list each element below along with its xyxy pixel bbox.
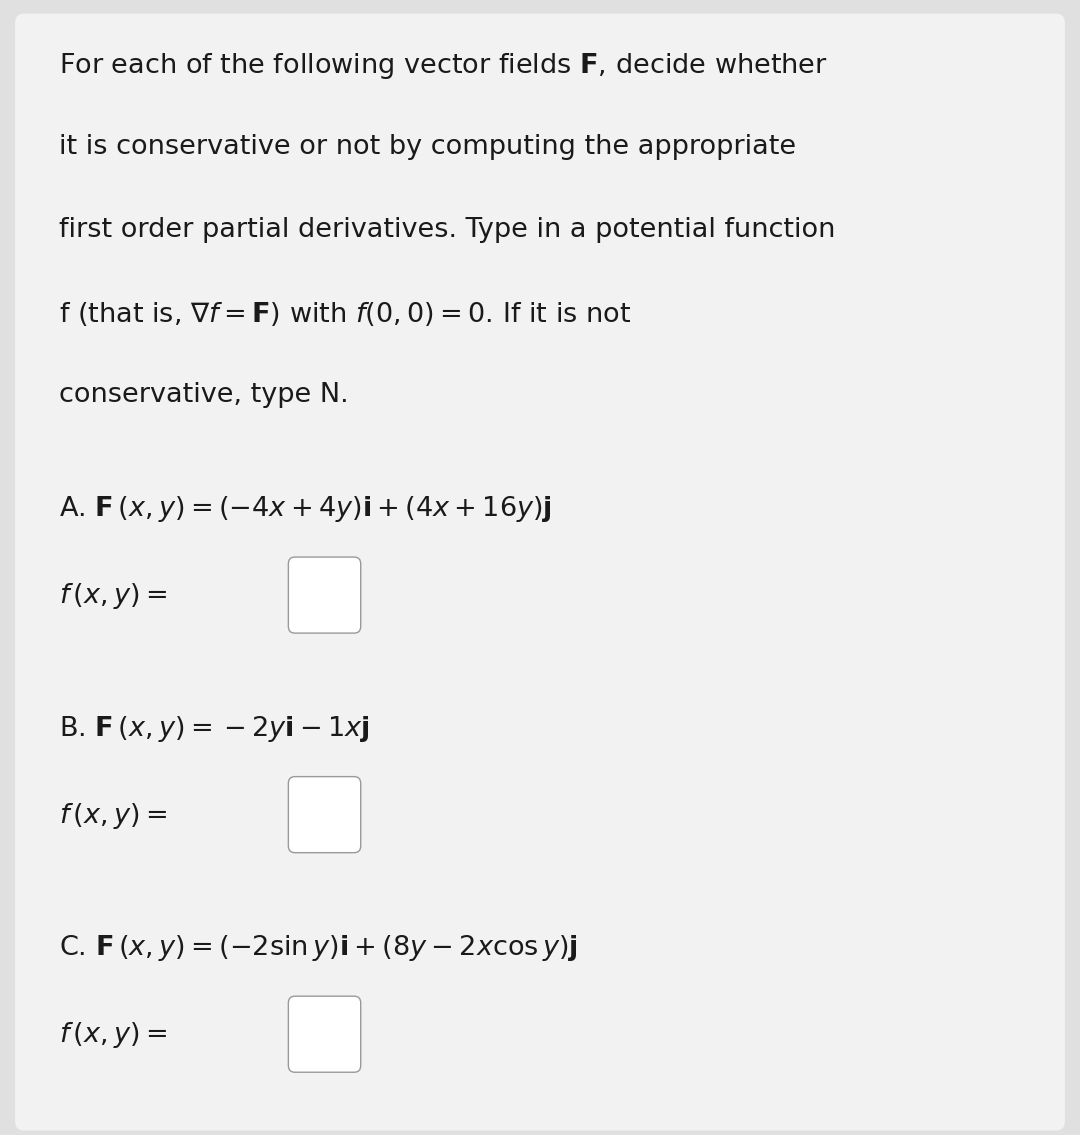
- FancyBboxPatch shape: [15, 14, 1065, 1130]
- FancyBboxPatch shape: [288, 997, 361, 1073]
- Text: For each of the following vector fields $\mathbf{F}$, decide whether: For each of the following vector fields …: [59, 51, 828, 81]
- FancyBboxPatch shape: [288, 557, 361, 633]
- Text: C. $\mathbf{F}\,(x, y) = (-2\sin y)\mathbf{i} + (8y - 2x\cos y)\mathbf{j}$: C. $\mathbf{F}\,(x, y) = (-2\sin y)\math…: [59, 933, 578, 964]
- Text: A. $\mathbf{F}\,(x, y) = (-4x + 4y)\mathbf{i} + (4x + 16y)\mathbf{j}$: A. $\mathbf{F}\,(x, y) = (-4x + 4y)\math…: [59, 495, 552, 524]
- Text: first order partial derivatives. Type in a potential function: first order partial derivatives. Type in…: [59, 217, 836, 243]
- Text: B. $\mathbf{F}\,(x, y) = -2y\mathbf{i} - 1x\mathbf{j}$: B. $\mathbf{F}\,(x, y) = -2y\mathbf{i} -…: [59, 714, 370, 743]
- Text: conservative, type N.: conservative, type N.: [59, 382, 349, 409]
- Text: $f\,(x, y) =$: $f\,(x, y) =$: [59, 1020, 167, 1051]
- Text: $f\,(x, y) =$: $f\,(x, y) =$: [59, 801, 167, 831]
- Text: $f\,(x, y) =$: $f\,(x, y) =$: [59, 581, 167, 612]
- Text: it is conservative or not by computing the appropriate: it is conservative or not by computing t…: [59, 134, 797, 160]
- FancyBboxPatch shape: [288, 776, 361, 852]
- Text: f (that is, $\nabla f = \mathbf{F}$) with $f(0, 0) = 0$. If it is not: f (that is, $\nabla f = \mathbf{F}$) wit…: [59, 300, 632, 328]
